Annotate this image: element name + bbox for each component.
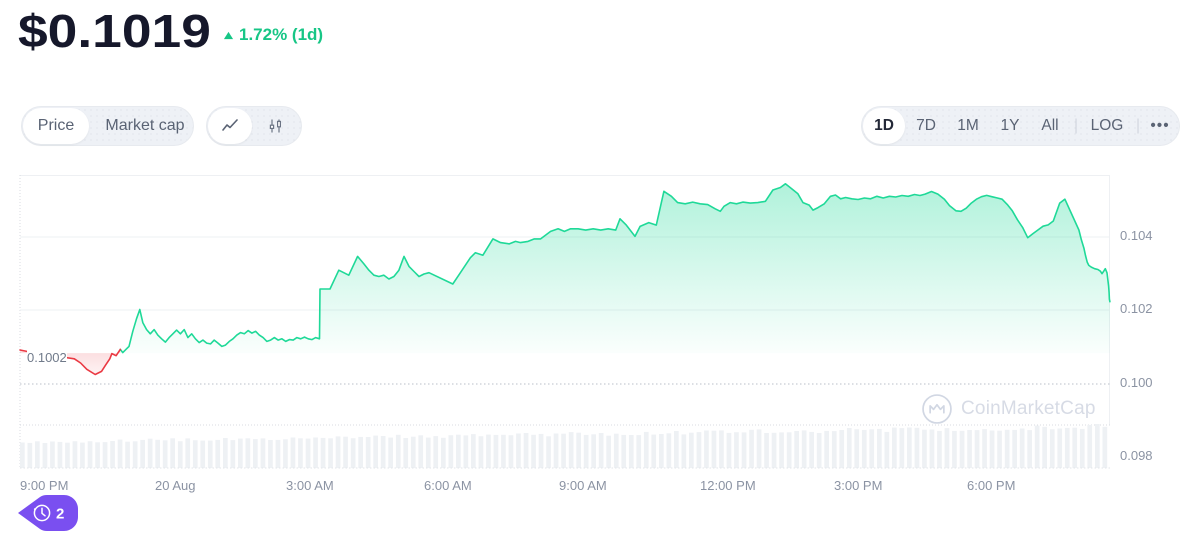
svg-text:2: 2 [56, 506, 64, 523]
